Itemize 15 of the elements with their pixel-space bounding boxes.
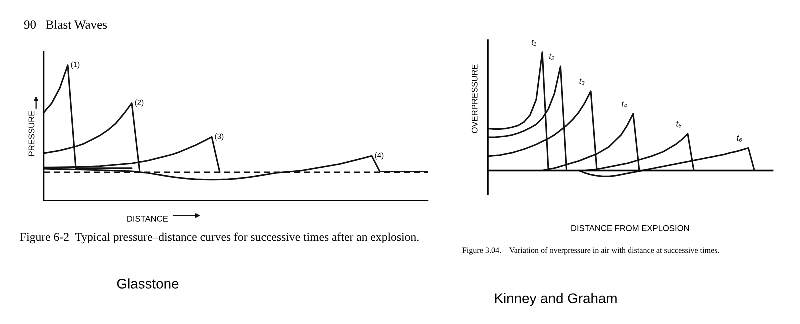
series-label: t₃	[580, 78, 585, 86]
text: Glasstone	[117, 278, 179, 289]
caption: Figure 6-2 Typical pressure–distance curves for successive times after an explosion.	[20, 232, 419, 244]
series-label: t₅	[676, 121, 682, 128]
series-label: t₂	[550, 54, 555, 60]
series-label: t₄	[622, 101, 628, 108]
x-axis-title: DISTANCE	[128, 216, 168, 222]
text: 90 Blast Waves	[24, 20, 108, 30]
x-axis-title: DISTANCE FROM EXPLOSION	[572, 225, 690, 232]
y-axis-title: PRESSURE	[28, 111, 35, 156]
y-axis-title: OVERPRESSURE	[472, 64, 478, 134]
caption: Figure 3.04. Variation of overpressure in air with distance at successive times.	[462, 247, 720, 255]
series-label: t₁	[532, 40, 536, 46]
text: Kinney and Graham	[495, 293, 617, 306]
series-label: t₆	[737, 136, 742, 142]
